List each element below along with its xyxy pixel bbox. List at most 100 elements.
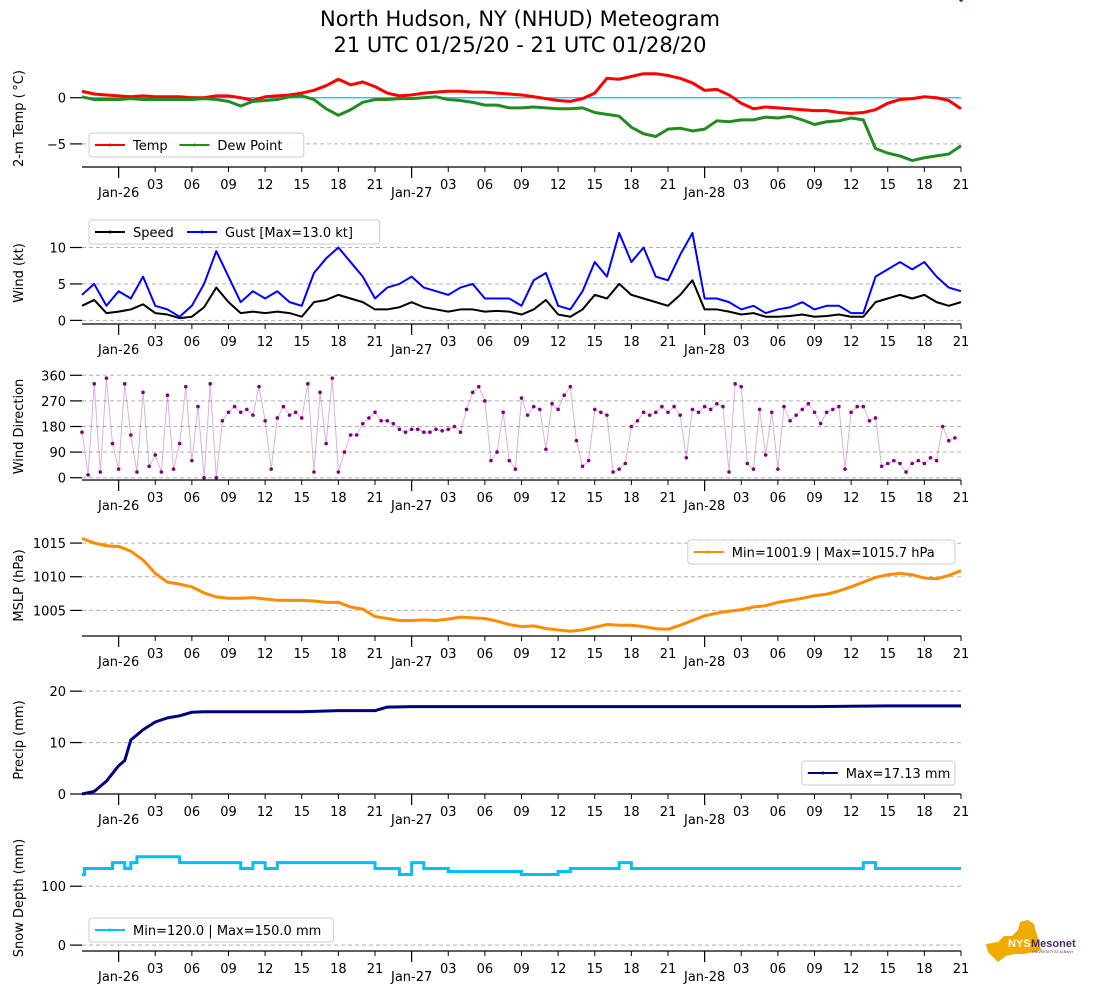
wind-direction-point — [922, 461, 927, 466]
x-minor-tick-label: 09 — [513, 962, 530, 977]
x-major-tick-label: Jan-26 — [97, 655, 139, 670]
x-major-tick-label: Jan-26 — [97, 970, 139, 985]
x-minor-tick-label: 12 — [257, 335, 274, 350]
y-axis-label: Precip (mm) — [12, 700, 27, 779]
x-minor-tick-label: 18 — [916, 647, 933, 662]
x-minor-tick-label: 18 — [916, 805, 933, 820]
wind-direction-point — [867, 419, 872, 423]
x-minor-tick-label: 21 — [660, 647, 677, 662]
x-minor-tick-label: 15 — [586, 178, 603, 193]
x-minor-tick-label: 06 — [184, 805, 201, 820]
legend-box — [88, 219, 381, 245]
wind-direction-point — [531, 404, 536, 409]
wind-direction-point — [892, 458, 896, 463]
wind-direction-point — [367, 416, 371, 420]
wind-direction-point — [269, 467, 274, 471]
wind-direction-point — [745, 461, 750, 466]
series-line-snow-depth — [82, 855, 961, 876]
y-axis-label: Wind (kt) — [12, 243, 27, 303]
x-minor-tick-label: 21 — [367, 178, 384, 193]
x-minor-tick-label: 09 — [806, 962, 823, 977]
wind-direction-point — [592, 407, 597, 412]
wind-direction-point — [727, 470, 731, 474]
wind-direction-point — [501, 410, 505, 415]
x-minor-tick-label: 12 — [843, 962, 860, 977]
y-tick-label: 1005 — [33, 604, 66, 619]
x-minor-tick-label: 03 — [440, 805, 457, 820]
y-tick-label: 180 — [41, 421, 66, 436]
y-tick-label: 0 — [58, 939, 66, 954]
x-major-tick-label: Jan-28 — [683, 499, 725, 514]
wind-direction-point — [544, 447, 548, 452]
x-major-tick-label: Jan-28 — [683, 186, 725, 201]
series-line-wind-direction — [81, 378, 956, 478]
x-minor-tick-label: 06 — [184, 647, 201, 662]
wind-direction-point — [464, 407, 469, 412]
wind-direction-point — [635, 419, 640, 423]
x-minor-tick-label: 06 — [184, 491, 201, 506]
x-minor-tick-label: 06 — [184, 178, 201, 193]
wind-direction-point — [409, 427, 414, 432]
wind-direction-point — [257, 384, 261, 389]
x-minor-tick-label: 03 — [733, 491, 750, 506]
x-minor-tick-label: 18 — [623, 962, 640, 977]
series-line-precip — [81, 704, 961, 796]
wind-direction-point — [116, 467, 121, 471]
wind-direction-point — [373, 410, 377, 415]
legend-temp: Temp Dew Point — [88, 132, 305, 158]
x-minor-tick-label: 06 — [477, 335, 494, 350]
x-minor-tick-label: 03 — [440, 178, 457, 193]
x-minor-tick-label: 12 — [550, 491, 567, 506]
x-major-tick-label: Jan-27 — [390, 499, 432, 514]
wind-direction-point — [733, 382, 737, 386]
wind-direction-point — [141, 390, 145, 395]
y-tick-label: 1010 — [33, 571, 66, 586]
x-minor-tick-label: 09 — [806, 335, 823, 350]
x-minor-tick-label: 15 — [879, 647, 896, 662]
x-minor-tick-label: 15 — [293, 805, 310, 820]
wind-direction-point — [776, 467, 780, 471]
x-minor-tick-label: 09 — [806, 178, 823, 193]
wind-direction-point — [940, 424, 945, 429]
x-minor-tick-label: 06 — [770, 647, 787, 662]
y-tick-label: −5 — [47, 138, 66, 153]
wind-direction-point — [953, 436, 957, 440]
legend-box — [687, 539, 956, 565]
wind-direction-point — [788, 419, 792, 423]
wind-direction-point — [757, 407, 762, 412]
logo-nys-text: NYS — [1008, 938, 1031, 950]
wind-direction-point — [885, 461, 890, 466]
wind-direction-point — [86, 473, 90, 477]
wind-direction-point — [306, 382, 310, 386]
x-minor-tick-label: 12 — [257, 491, 274, 506]
x-minor-tick-label: 09 — [513, 335, 530, 350]
legend-label: Temp — [132, 139, 168, 154]
wind-direction-point — [800, 407, 805, 412]
wind-direction-point — [647, 413, 652, 417]
legend-label: Min=1001.9 | Max=1015.7 hPa — [732, 546, 935, 561]
x-minor-tick-label: 09 — [806, 647, 823, 662]
x-minor-tick-label: 12 — [257, 647, 274, 662]
wind-direction-point — [232, 404, 237, 409]
x-minor-tick-label: 21 — [660, 335, 677, 350]
x-major-tick-label: Jan-28 — [683, 343, 725, 358]
y-tick-label: 0 — [58, 92, 66, 107]
legend-label: Max=17.13 mm — [846, 767, 950, 782]
wind-direction-point — [428, 430, 432, 434]
wind-direction-point — [312, 470, 316, 474]
x-minor-tick-label: 09 — [513, 647, 530, 662]
wind-direction-point — [238, 410, 243, 415]
y-tick-label: 20 — [49, 685, 66, 700]
x-minor-tick-label: 15 — [879, 335, 896, 350]
panel-precip: 0 10 20 Precip (mm) Jan-26 Jan-27 Jan-28 03 06 09… — [12, 685, 969, 828]
legend-label: Min=120.0 | Max=150.0 mm — [133, 924, 321, 939]
x-minor-tick-label: 18 — [330, 178, 347, 193]
wind-direction-point — [873, 416, 878, 420]
wind-direction-point — [452, 424, 457, 429]
wind-direction-point — [336, 470, 341, 474]
wind-direction-point — [391, 421, 396, 426]
x-major-tick-label: Jan-26 — [97, 499, 139, 514]
wind-direction-point — [489, 458, 493, 463]
x-minor-tick-label: 15 — [586, 491, 603, 506]
